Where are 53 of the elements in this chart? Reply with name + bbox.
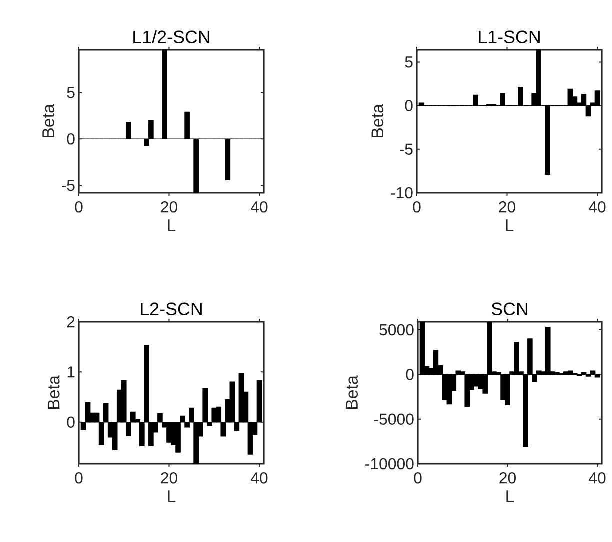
x-tick-label: 40 <box>588 202 606 213</box>
bar <box>184 112 190 140</box>
x-tick-label: 0 <box>413 202 421 213</box>
bar <box>518 87 524 106</box>
x-tick-label: 0 <box>75 472 83 484</box>
y-tick-label: 5000 <box>380 324 414 336</box>
x-tick-label: 20 <box>499 202 516 213</box>
y-tick-label: 0 <box>67 416 75 428</box>
y-tick-label: 0 <box>405 100 413 112</box>
y-axis-title: Beta <box>346 376 358 410</box>
y-tick-label: -5 <box>62 180 75 192</box>
chart-title: L1-SCN <box>479 30 540 44</box>
chart-title: L1/2-SCN <box>134 30 210 44</box>
bar <box>568 370 574 376</box>
x-tick-label: 0 <box>75 202 83 213</box>
x-tick-label: 0 <box>414 472 422 484</box>
x-axis-title: L <box>168 490 176 502</box>
bar <box>225 138 231 180</box>
x-axis-title: L <box>506 490 514 502</box>
y-tick-label: -10000 <box>366 458 414 470</box>
chart-title: L2-SCN <box>141 302 202 316</box>
y-tick-label: -5000 <box>374 414 414 425</box>
y-tick-label: 0 <box>406 369 414 380</box>
y-tick-label: 5 <box>405 56 413 68</box>
x-tick-label: 20 <box>161 202 178 213</box>
y-axis-title: Beta <box>48 376 60 410</box>
y-tick-label: -5 <box>400 144 413 155</box>
bar <box>594 374 600 378</box>
bar <box>194 138 199 194</box>
bar <box>594 90 600 106</box>
x-axis-title: L <box>168 220 176 232</box>
x-tick-label: 20 <box>161 472 178 484</box>
bar <box>162 50 168 140</box>
bar <box>500 93 506 106</box>
bar <box>590 370 596 376</box>
bar <box>545 105 551 176</box>
x-axis-title: L <box>506 220 514 232</box>
bar <box>473 94 478 106</box>
bar <box>126 122 132 140</box>
x-tick-label: 40 <box>250 202 268 213</box>
y-axis-title: Beta <box>42 104 54 138</box>
y-tick-label: -10 <box>391 187 413 199</box>
x-tick-label: 20 <box>500 472 516 484</box>
y-tick-label: 5 <box>67 87 75 98</box>
y-tick-label: 1 <box>68 366 75 378</box>
y-tick-label: 0 <box>67 134 75 145</box>
chart-title: SCN <box>492 302 528 316</box>
bar <box>420 322 426 376</box>
x-tick-label: 40 <box>250 472 268 484</box>
bar <box>433 350 439 376</box>
y-tick-label: 2 <box>67 316 75 328</box>
x-tick-label: 40 <box>589 472 606 484</box>
y-axis-title: Beta <box>372 104 384 138</box>
